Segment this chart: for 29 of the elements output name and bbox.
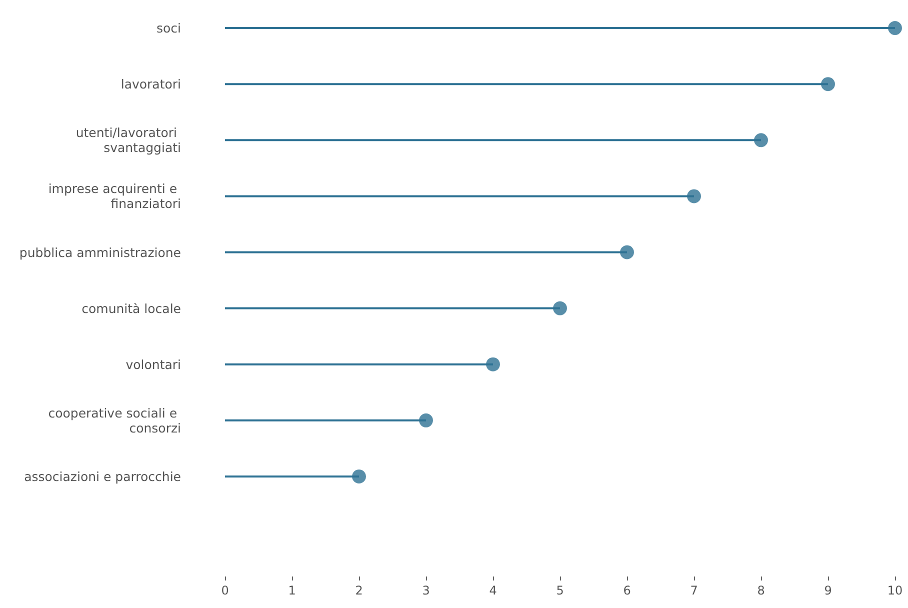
x-tick-label: 5	[556, 584, 564, 598]
y-tick-label: volontari	[126, 356, 181, 372]
point	[553, 301, 567, 316]
y-tick-label: associazioni e parrocchie	[24, 468, 182, 484]
x-tick-label: 2	[355, 584, 363, 598]
point	[352, 469, 366, 484]
y-tick-label: utenti/lavoratori svantaggiati	[76, 125, 181, 156]
point	[754, 133, 768, 148]
y-tick-label: lavoratori	[120, 76, 181, 92]
x-tick-label: 7	[690, 584, 698, 598]
point	[486, 357, 500, 372]
point	[687, 189, 701, 204]
y-tick-label: cooperative sociali e consorzi	[48, 405, 181, 436]
y-tick-label: imprese acquirenti e finanziatori	[48, 181, 181, 212]
x-tick-label: 10	[887, 584, 903, 598]
x-tick-label: 9	[824, 584, 832, 598]
x-tick-label: 0	[221, 584, 229, 598]
x-tick-label: 3	[422, 584, 430, 598]
y-tick-label: comunità locale	[82, 300, 182, 316]
point	[821, 77, 835, 92]
x-tick-label: 6	[623, 584, 631, 598]
x-tick-label: 4	[489, 584, 497, 598]
x-tick-label: 1	[288, 584, 296, 598]
point	[620, 245, 634, 260]
y-tick-label: soci	[156, 20, 181, 36]
y-tick-label: pubblica amministrazione	[19, 244, 182, 260]
x-tick-label: 8	[757, 584, 765, 598]
point	[888, 21, 902, 36]
point	[419, 413, 433, 428]
